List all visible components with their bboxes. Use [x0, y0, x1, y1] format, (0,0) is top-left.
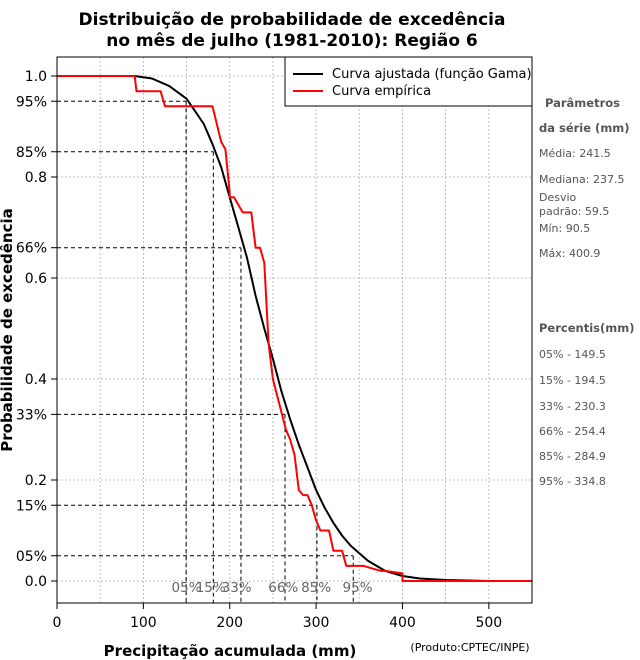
- y-tick-label: 1.0: [25, 69, 47, 85]
- x-tick-label: 0: [53, 615, 62, 631]
- legend-label-fitted: Curva ajustada (função Gama): [332, 67, 532, 82]
- param-min: Mín: 90.5: [539, 222, 590, 235]
- y-tick-label: 0.0: [25, 574, 47, 590]
- percentile-axis-label: 05%: [172, 580, 202, 596]
- percentile-axis-label: 15%: [196, 580, 226, 596]
- y-tick-label: 0.8: [25, 170, 47, 186]
- param-mediana: Mediana: 237.5: [539, 173, 624, 186]
- percentile-axis-label: 95%: [343, 580, 373, 596]
- params-title-1: Parâmetros: [545, 96, 620, 110]
- percentis-title: Percentis(mm): [539, 321, 634, 335]
- credit-label: (Produto:CPTEC/INPE): [410, 641, 529, 654]
- series-empirical-line: [57, 75, 532, 582]
- x-tick-label: 400: [389, 615, 416, 631]
- y-tick-label: 66%: [16, 241, 47, 257]
- legend: Curva ajustada (função Gama) Curva empír…: [284, 56, 533, 107]
- x-axis-title: Precipitação acumulada (mm): [104, 642, 357, 660]
- param-desvio-1: Desvio: [539, 191, 577, 204]
- series-fitted-line: [57, 75, 532, 582]
- series-lines: [57, 75, 532, 582]
- chart-title-line-2: no mês de julho (1981-2010): Região 6: [106, 31, 478, 51]
- percentile-axis-labels: 05%15%33% 66% 85% 95%: [172, 580, 373, 596]
- y-tick-label: 05%: [16, 549, 47, 565]
- percentil-95: 95% - 334.8: [539, 475, 606, 488]
- y-tick-label: 0.2: [25, 473, 47, 489]
- percentil-85: 85% - 284.9: [539, 450, 606, 463]
- chart-title-line-1: Distribuição de probabilidade de excedên…: [79, 10, 506, 30]
- percentile-axis-label: 85%: [301, 580, 331, 596]
- legend-label-empirical: Curva empírica: [332, 84, 431, 99]
- percentil-15: 15% - 194.5: [539, 374, 606, 387]
- y-tick-label: 33%: [16, 407, 47, 423]
- percentile-axis-label: 33%: [222, 580, 252, 596]
- y-tick-label: 95%: [16, 94, 47, 110]
- param-max: Máx: 400.9: [539, 247, 600, 260]
- plot-frame: [56, 56, 533, 604]
- side-panel: Parâmetros da série (mm) Média: 241.5 Me…: [539, 96, 634, 488]
- params-title-2: da série (mm): [539, 121, 630, 135]
- param-desvio-2: padrão: 59.5: [539, 205, 609, 218]
- y-tick-label: 0.4: [25, 372, 47, 388]
- percentile-guides: [57, 100, 354, 603]
- x-tick-label: 100: [130, 615, 157, 631]
- percentil-33: 33% - 230.3: [539, 400, 606, 413]
- y-tick-label: 0.6: [25, 271, 47, 287]
- y-tick-label: 85%: [16, 145, 47, 161]
- legend-box: [284, 56, 533, 107]
- y-axis: 0.0 05% 15% 0.2 33% 0.4 0.6 66% 0.8 85% 95% 1.0: [16, 69, 57, 590]
- x-tick-label: 500: [475, 615, 502, 631]
- param-media: Média: 241.5: [539, 147, 611, 160]
- x-tick-label: 300: [303, 615, 330, 631]
- percentil-05: 05% - 149.5: [539, 348, 606, 361]
- x-axis: 0 100 200 300 400 500: [53, 603, 502, 631]
- y-axis-title: Probabilidade de excedência: [0, 208, 16, 452]
- x-tick-label: 200: [216, 615, 243, 631]
- percentil-66: 66% - 254.4: [539, 425, 606, 438]
- y-tick-label: 15%: [16, 498, 47, 514]
- grid: [56, 57, 532, 603]
- percentile-axis-label: 66%: [268, 580, 298, 596]
